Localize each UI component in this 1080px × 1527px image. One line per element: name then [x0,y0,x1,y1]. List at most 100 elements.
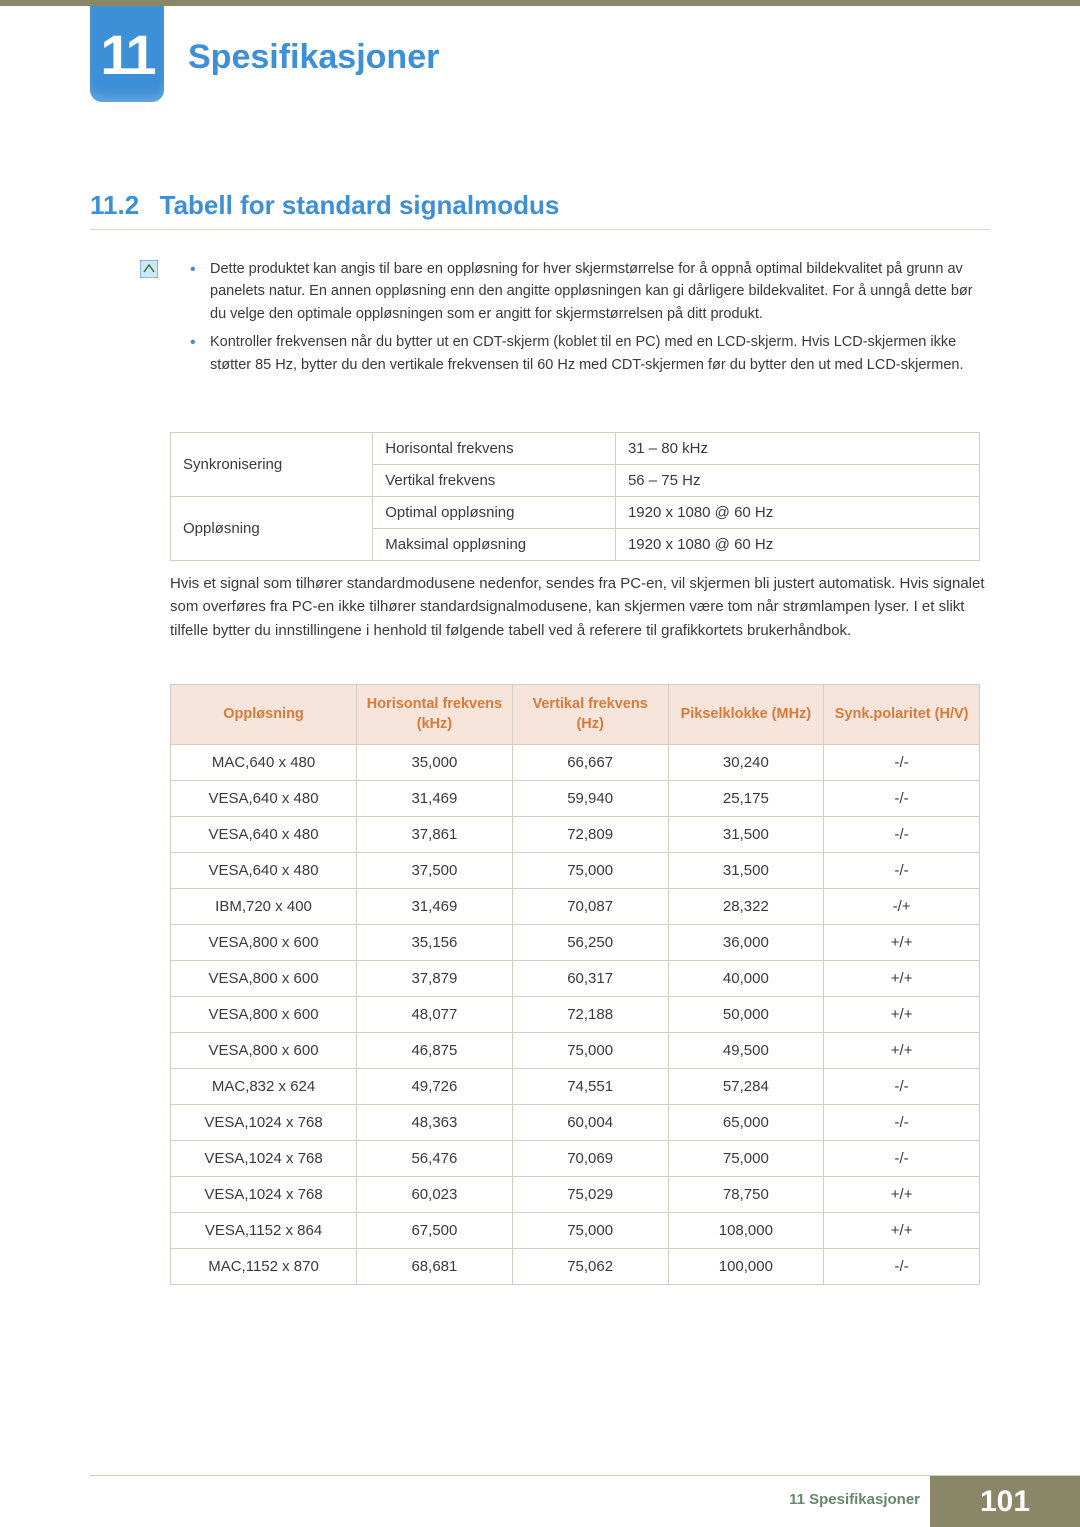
spec-label-cell: Horisontal frekvens [373,433,616,465]
body-paragraph: Hvis et signal som tilhører standardmodu… [170,572,985,642]
table-cell: VESA,1152 x 864 [171,1213,357,1249]
table-cell: VESA,800 x 600 [171,961,357,997]
table-cell: 30,240 [668,745,824,781]
table-cell: 48,077 [357,997,513,1033]
table-cell: 75,000 [512,853,668,889]
note-icon [140,260,158,278]
spec-value-cell: 1920 x 1080 @ 60 Hz [615,497,979,529]
table-cell: 31,469 [357,889,513,925]
table-cell: 49,726 [357,1069,513,1105]
table-cell: 56,476 [357,1141,513,1177]
note-bullet-list: Dette produktet kan angis til bare en op… [170,258,985,376]
table-cell: VESA,640 x 480 [171,853,357,889]
table-cell: 66,667 [512,745,668,781]
table-cell: 60,004 [512,1105,668,1141]
table-cell: VESA,1024 x 768 [171,1105,357,1141]
table-row: VESA,1024 x 76860,02375,02978,750+/+ [171,1177,980,1213]
table-cell: 75,000 [512,1213,668,1249]
table-cell: VESA,1024 x 768 [171,1141,357,1177]
table-cell: +/+ [824,925,980,961]
table-row: VESA,800 x 60035,15656,25036,000+/+ [171,925,980,961]
spec-group-cell: Oppløsning [171,497,373,561]
table-cell: -/- [824,781,980,817]
table-cell: 59,940 [512,781,668,817]
table-row: VESA,1024 x 76848,36360,00465,000-/- [171,1105,980,1141]
table-cell: 74,551 [512,1069,668,1105]
spec-label-cell: Optimal oppløsning [373,497,616,529]
table-cell: 72,809 [512,817,668,853]
table-row: VESA,640 x 48031,46959,94025,175-/- [171,781,980,817]
table-cell: 25,175 [668,781,824,817]
table-cell: 65,000 [668,1105,824,1141]
page-footer: 11 Spesifikasjoner 101 [0,1475,1080,1527]
table-cell: 35,156 [357,925,513,961]
table-cell: -/- [824,1249,980,1285]
chapter-title: Spesifikasjoner [188,38,439,77]
note-bullet: Kontroller frekvensen når du bytter ut e… [210,331,985,376]
signal-mode-table: Oppløsning Horisontal frekvens (kHz) Ver… [170,684,980,1285]
table-cell: VESA,1024 x 768 [171,1177,357,1213]
spec-value-cell: 31 – 80 kHz [615,433,979,465]
table-cell: 75,000 [512,1033,668,1069]
note-block: Dette produktet kan angis til bare en op… [170,258,985,382]
table-cell: VESA,800 x 600 [171,997,357,1033]
section-title: Tabell for standard signalmodus [160,190,560,220]
table-cell: 48,363 [357,1105,513,1141]
table-cell: VESA,800 x 600 [171,1033,357,1069]
section-number: 11.2 [90,190,139,220]
table-cell: -/- [824,745,980,781]
table-cell: -/- [824,817,980,853]
table-cell: 70,069 [512,1141,668,1177]
footer-page-number: 101 [930,1476,1080,1527]
table-cell: 37,861 [357,817,513,853]
table-cell: 35,000 [357,745,513,781]
table-cell: 67,500 [357,1213,513,1249]
table-cell: +/+ [824,1177,980,1213]
table-cell: 108,000 [668,1213,824,1249]
table-row: VESA,800 x 60037,87960,31740,000+/+ [171,961,980,997]
table-row: VESA,800 x 60046,87575,00049,500+/+ [171,1033,980,1069]
table-row: Oppløsning Optimal oppløsning 1920 x 108… [171,497,980,529]
table-cell: 28,322 [668,889,824,925]
table-cell: VESA,640 x 480 [171,781,357,817]
table-cell: 78,750 [668,1177,824,1213]
table-cell: -/- [824,853,980,889]
table-cell: IBM,720 x 400 [171,889,357,925]
table-cell: -/- [824,1141,980,1177]
note-bullet: Dette produktet kan angis til bare en op… [210,258,985,325]
table-cell: MAC,1152 x 870 [171,1249,357,1285]
table-cell: 31,469 [357,781,513,817]
table-cell: MAC,832 x 624 [171,1069,357,1105]
spec-label-cell: Vertikal frekvens [373,465,616,497]
col-header: Vertikal frekvens (Hz) [512,685,668,745]
table-cell: 57,284 [668,1069,824,1105]
table-cell: 46,875 [357,1033,513,1069]
table-cell: VESA,640 x 480 [171,817,357,853]
table-cell: 37,879 [357,961,513,997]
table-cell: +/+ [824,1213,980,1249]
table-row: MAC,1152 x 87068,68175,062100,000-/- [171,1249,980,1285]
table-cell: 68,681 [357,1249,513,1285]
table-cell: 75,029 [512,1177,668,1213]
chapter-number-badge: 11 [90,6,164,102]
table-cell: -/+ [824,889,980,925]
spec-value-cell: 1920 x 1080 @ 60 Hz [615,529,979,561]
table-cell: 75,062 [512,1249,668,1285]
spec-label-cell: Maksimal oppløsning [373,529,616,561]
table-cell: +/+ [824,997,980,1033]
footer-chapter-label: 11 Spesifikasjoner [789,1491,920,1508]
table-row: VESA,640 x 48037,50075,00031,500-/- [171,853,980,889]
table-cell: -/- [824,1105,980,1141]
table-row: MAC,832 x 62449,72674,55157,284-/- [171,1069,980,1105]
table-cell: 60,023 [357,1177,513,1213]
table-cell: 36,000 [668,925,824,961]
col-header: Horisontal frekvens (kHz) [357,685,513,745]
col-header: Synk.polaritet (H/V) [824,685,980,745]
table-cell: 60,317 [512,961,668,997]
table-cell: 40,000 [668,961,824,997]
table-row: VESA,800 x 60048,07772,18850,000+/+ [171,997,980,1033]
table-cell: +/+ [824,1033,980,1069]
col-header: Oppløsning [171,685,357,745]
table-cell: 49,500 [668,1033,824,1069]
table-cell: 50,000 [668,997,824,1033]
